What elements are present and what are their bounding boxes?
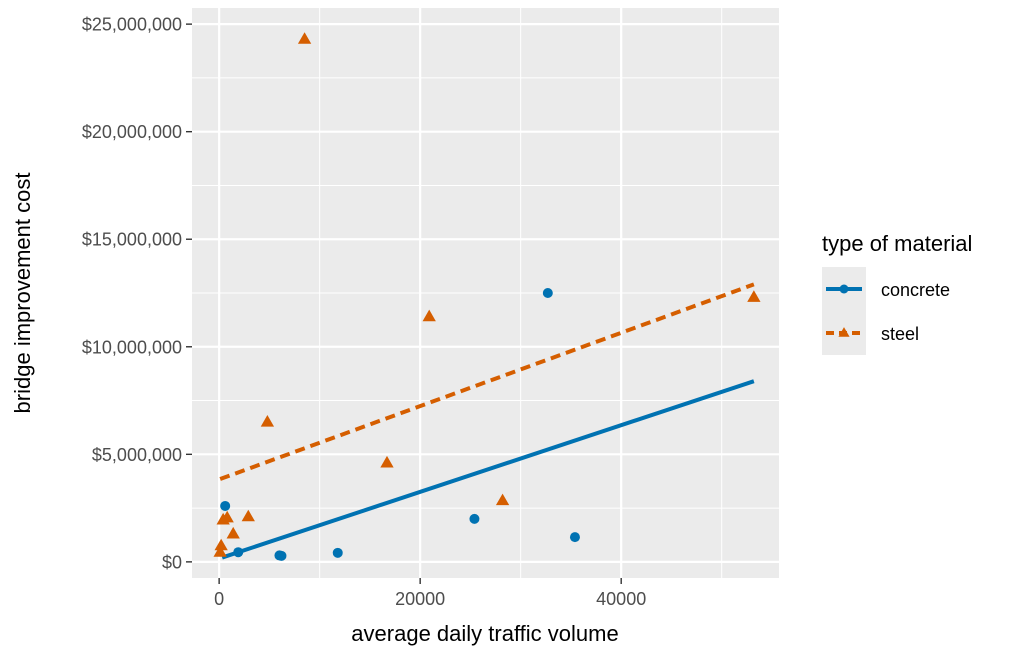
concrete-data-point (276, 550, 287, 561)
steel-data-point (297, 32, 312, 44)
concrete-data-point (220, 500, 231, 511)
y-tick-label: $10,000,000 (82, 337, 182, 357)
y-tick-label: $5,000,000 (92, 445, 182, 465)
concrete-fit-line (221, 379, 755, 560)
steel-data-point (260, 415, 275, 427)
concrete-data-point (569, 532, 580, 543)
legend-key-marker (839, 284, 849, 294)
concrete-data-point (542, 288, 553, 298)
steel-data-point (220, 510, 234, 523)
steel-data-point (380, 455, 394, 468)
y-axis-title: bridge improvement cost (10, 173, 35, 414)
legend: type of material concrete steel (822, 231, 972, 355)
concrete-data-point (332, 547, 343, 558)
steel-data-point (747, 290, 761, 302)
fit-lines (219, 282, 755, 560)
legend-label: steel (881, 324, 919, 344)
y-tick-label: $0 (162, 552, 182, 572)
axis-ticks (186, 23, 622, 584)
y-tick-labels: $0 $5,000,000 $10,000,000 $15,000,000 $20,00… (82, 15, 182, 573)
steel-data-point (214, 538, 228, 551)
x-tick-labels: 0 20000 40000 (214, 589, 646, 609)
legend-item-steel: steel (822, 311, 919, 355)
y-tick-label: $25,000,000 (82, 15, 182, 35)
y-tick-label: $15,000,000 (82, 230, 182, 250)
x-axis-title: average daily traffic volume (351, 621, 618, 646)
legend-key-marker (838, 327, 850, 337)
concrete-data-point (469, 513, 480, 524)
steel-data-point (226, 526, 240, 539)
x-tick-label: 20000 (395, 589, 445, 609)
x-tick-label: 40000 (596, 589, 646, 609)
data-points (213, 32, 761, 561)
steel-fit-line (219, 282, 755, 481)
legend-title: type of material (822, 231, 972, 256)
steel-data-point (241, 509, 255, 522)
y-tick-label: $20,000,000 (82, 122, 182, 142)
steel-data-point (495, 493, 510, 506)
x-tick-label: 0 (214, 589, 224, 609)
major-gridlines (192, 8, 779, 578)
legend-item-concrete: concrete (822, 267, 950, 311)
minor-gridlines (192, 8, 779, 578)
concrete-data-point (233, 547, 244, 558)
legend-label: concrete (881, 280, 950, 300)
steel-data-point (213, 545, 227, 557)
steel-data-point (422, 309, 436, 322)
